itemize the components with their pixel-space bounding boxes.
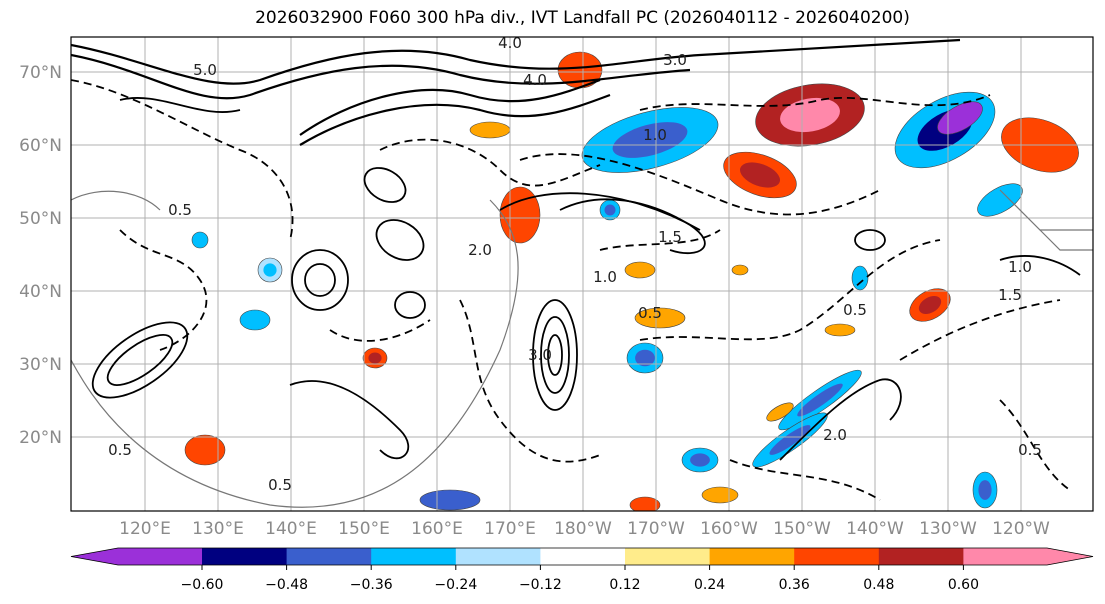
colorbar-tick-label: −0.36 — [350, 577, 393, 593]
divergence-fill-core — [918, 295, 942, 315]
colorbar-segment — [709, 548, 795, 565]
divergence-fill-core — [612, 122, 688, 158]
divergence-fill — [731, 264, 749, 276]
longitude-label: 150°E — [338, 519, 390, 539]
divergence-fill-layer — [184, 51, 1079, 511]
colorbar-segment — [371, 548, 457, 565]
longitude-label: 160°E — [411, 519, 463, 539]
contour-label: 2.0 — [468, 241, 492, 259]
contour-label: 0.5 — [268, 476, 292, 494]
colorbar-segment — [71, 548, 202, 565]
divergence-fill — [824, 323, 856, 337]
latitude-label: 30°N — [19, 355, 62, 375]
contour-layer — [71, 38, 1081, 501]
divergence-fill-core — [368, 352, 382, 364]
divergence-fill-core — [263, 263, 277, 277]
colorbar-segment — [540, 548, 626, 565]
colorbar-segment — [202, 548, 288, 565]
colorbar-tick-label: 0.12 — [609, 577, 640, 593]
contour-label: 1.0 — [593, 268, 617, 286]
divergence-fill-core — [780, 97, 840, 133]
colorbar-segment — [963, 548, 1093, 565]
colorbar-tick-label: 0.24 — [694, 577, 725, 593]
contour-label: 3.0 — [528, 346, 552, 364]
colorbar-tick-label: −0.12 — [519, 577, 562, 593]
colorbar-tick-label: 0.36 — [779, 577, 810, 593]
colorbar-tick-label: −0.24 — [434, 577, 477, 593]
colorbar-segment — [625, 548, 711, 565]
coastlines — [71, 189, 1093, 508]
divergence-fill — [851, 265, 869, 291]
divergence-fill — [239, 309, 271, 331]
divergence-fill-core — [769, 425, 811, 455]
contour-label: 1.0 — [643, 126, 667, 144]
contour-label: 0.5 — [108, 441, 132, 459]
divergence-fill — [766, 402, 794, 422]
contour-label: 0.5 — [843, 301, 867, 319]
divergence-fill — [629, 496, 661, 511]
longitude-label: 130°W — [919, 519, 977, 539]
longitude-label: 150°W — [773, 519, 831, 539]
latitude-label: 40°N — [19, 282, 62, 302]
contour-label: 0.5 — [1018, 441, 1042, 459]
latitude-labels: 70°N 60°N 50°N 40°N 30°N 20°N — [19, 63, 62, 448]
divergence-fill — [977, 183, 1023, 217]
longitude-label: 120°W — [992, 519, 1050, 539]
latitude-label: 70°N — [19, 63, 62, 83]
divergence-fill-core — [690, 453, 710, 467]
longitude-label: 170°E — [484, 519, 536, 539]
divergence-fill-core — [978, 480, 992, 500]
longitude-label: 180°W — [554, 519, 612, 539]
contour-labels: 3.0 4.0 5.0 4.0 1.0 1.5 2.0 0.5 0.5 0.5 3.0 1.0 0.5 0… — [108, 34, 1042, 494]
contour-label: 2.0 — [823, 426, 847, 444]
divergence-fill — [937, 101, 983, 135]
colorbar-tick-label: −0.60 — [181, 577, 224, 593]
divergence-fill-core — [635, 349, 655, 367]
contour-label: 4.0 — [498, 34, 522, 52]
colorbar-segment — [455, 548, 541, 565]
divergence-fill-core — [740, 162, 780, 188]
latitude-label: 20°N — [19, 428, 62, 448]
longitude-label: 160°W — [700, 519, 758, 539]
latitude-label: 60°N — [19, 136, 62, 156]
longitude-label: 130°E — [192, 519, 244, 539]
divergence-fill — [419, 489, 481, 511]
longitude-label: 170°W — [627, 519, 685, 539]
contour-label: 1.5 — [998, 286, 1022, 304]
colorbar-tick-label: 0.48 — [863, 577, 894, 593]
longitude-labels: 120°E 130°E 140°E 150°E 160°E 170°E 180°W 170°W… — [119, 519, 1050, 539]
colorbar-segment — [286, 548, 372, 565]
map-title: 2026032900 F060 300 hPa div., IVT Landfa… — [255, 8, 910, 28]
colorbar: −0.60 −0.48 −0.36 −0.24 −0.12 0.12 0.24 0.36 0.4… — [70, 547, 1094, 593]
contour-label: 3.0 — [663, 51, 687, 69]
contour-label: 1.5 — [658, 228, 682, 246]
contour-label: 1.0 — [1008, 258, 1032, 276]
plot-frame — [70, 36, 1094, 512]
divergence-fill — [634, 307, 686, 329]
longitude-label: 140°E — [265, 519, 317, 539]
colorbar-segment — [878, 548, 964, 565]
divergence-fill — [624, 261, 656, 279]
longitude-label: 120°E — [119, 519, 171, 539]
divergence-fill — [701, 486, 739, 504]
colorbar-tick-label: −0.48 — [265, 577, 308, 593]
contour-label: 0.5 — [638, 304, 662, 322]
divergence-fill — [191, 231, 209, 249]
divergence-fill — [469, 121, 511, 139]
divergence-fill-core — [604, 204, 616, 216]
colorbar-tick-label: 0.60 — [948, 577, 979, 593]
contour-label: 0.5 — [168, 201, 192, 219]
divergence-fill — [499, 186, 541, 244]
colorbar-outline — [70, 547, 1094, 566]
colorbar-segment — [794, 548, 880, 565]
divergence-fill-core — [797, 383, 843, 417]
contour-label: 4.0 — [523, 71, 547, 89]
divergence-fill — [184, 434, 226, 466]
contour-label: 5.0 — [193, 61, 217, 79]
latitude-label: 50°N — [19, 209, 62, 229]
longitude-label: 140°W — [846, 519, 904, 539]
